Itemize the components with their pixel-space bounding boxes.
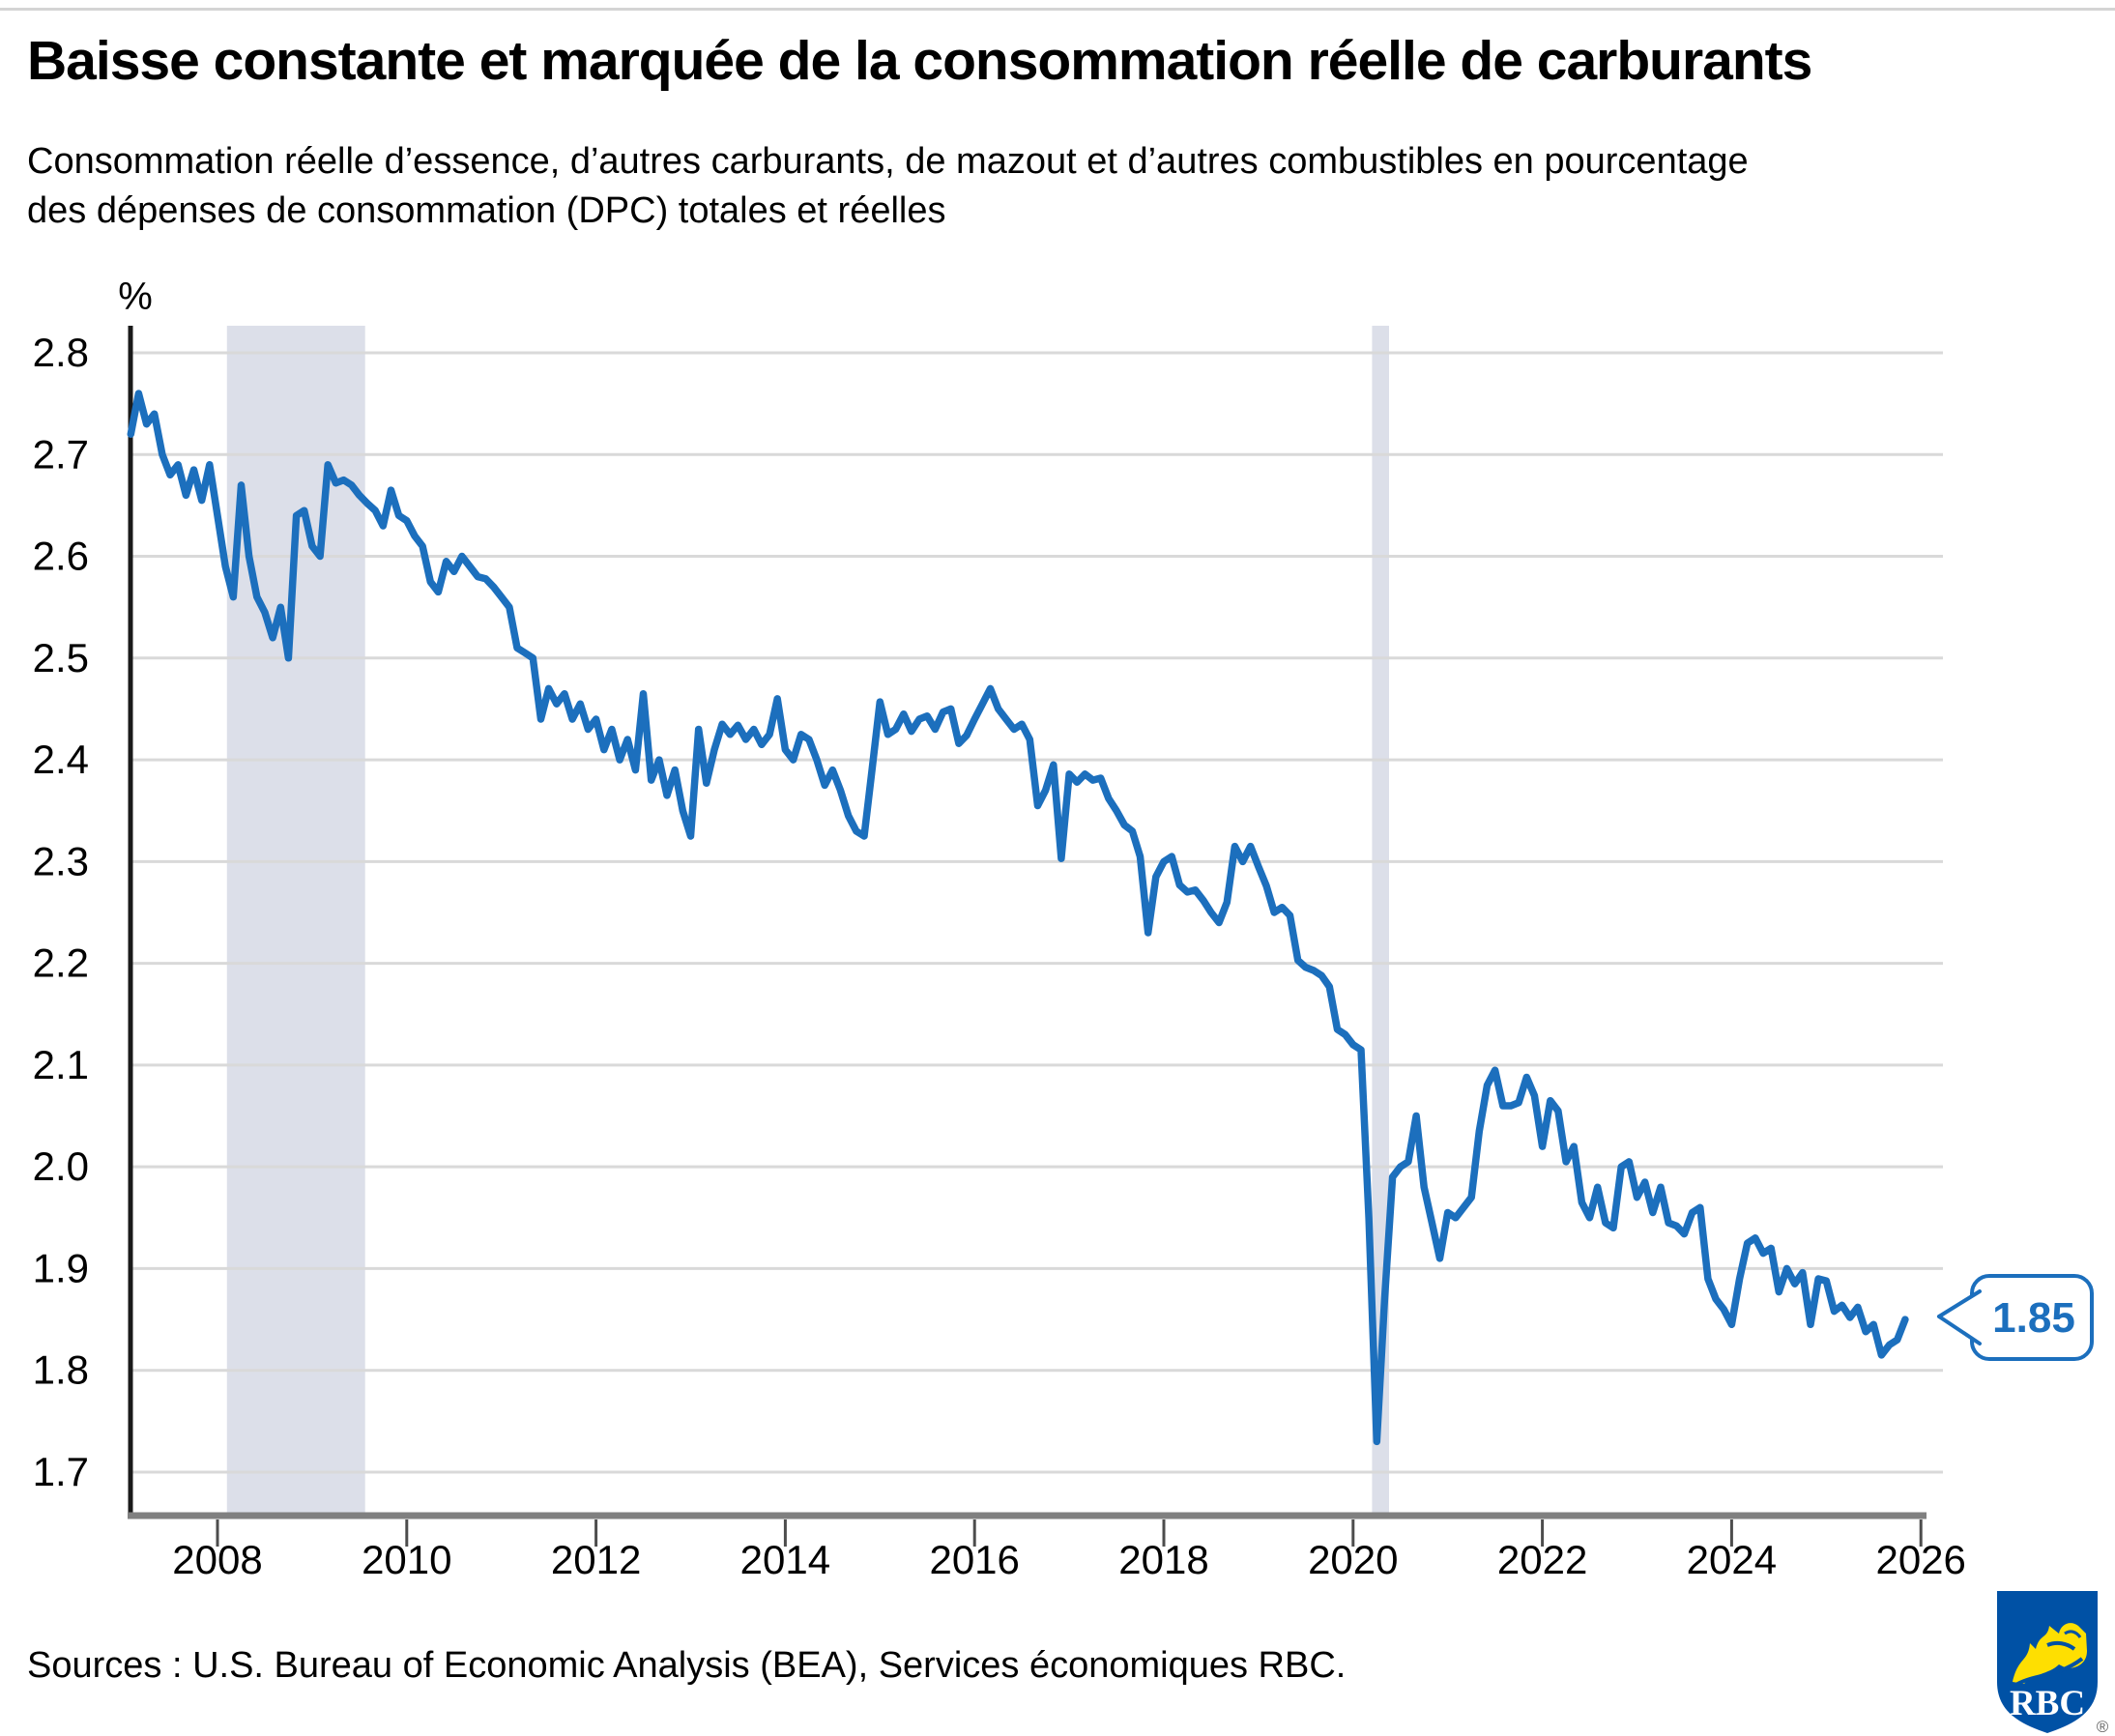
x-tick-label: 2016 xyxy=(929,1537,1019,1582)
y-tick-label: 1.8 xyxy=(33,1347,89,1393)
x-tick-label: 2024 xyxy=(1687,1537,1777,1582)
rbc-logo-text: RBC xyxy=(2010,1684,2085,1723)
top-divider xyxy=(0,8,2115,11)
x-tick-label: 2008 xyxy=(172,1537,262,1582)
x-tick-label: 2010 xyxy=(362,1537,451,1582)
chart-subtitle: Consommation réelle d’essence, d’autres … xyxy=(27,141,1749,232)
y-tick-label: 2.4 xyxy=(33,737,89,782)
page-title: Baisse constante et marquée de la consom… xyxy=(27,30,1812,92)
x-tick-label: 2026 xyxy=(1875,1537,1965,1582)
rbc-logo: RBC ® xyxy=(1997,1591,2109,1736)
registered-mark: ® xyxy=(2097,1718,2109,1736)
y-tick-label: 1.9 xyxy=(33,1245,89,1290)
x-tick-label: 2012 xyxy=(551,1537,641,1582)
callout-arrow-edge xyxy=(1937,1315,1982,1345)
axes xyxy=(128,326,1927,1547)
x-tick-label: 2022 xyxy=(1497,1537,1587,1582)
recession-band xyxy=(1372,326,1390,1516)
x-tick-label: 2014 xyxy=(740,1537,830,1582)
callout-arrow-edge xyxy=(1937,1289,1982,1318)
recession-band xyxy=(226,326,365,1516)
callout-value: 1.85 xyxy=(1992,1294,2075,1342)
y-tick-label: 2.7 xyxy=(33,431,89,477)
y-tick-label: 2.5 xyxy=(33,635,89,680)
value-callout: 1.85 xyxy=(1937,1274,2094,1361)
consumption-line xyxy=(127,390,1909,1446)
y-tick-label: 2.2 xyxy=(33,940,89,986)
y-tick-label: 2.3 xyxy=(33,838,89,883)
callout-arrow xyxy=(1939,1291,1980,1344)
axis-labels: 2.8 2.7 2.6 2.5 2.4 2.3 2.2 2.1 2.0 1.9 1.8 1.7 2008… xyxy=(33,330,1966,1582)
y-tick-label: 2.1 xyxy=(33,1042,89,1087)
consumption-series-path xyxy=(127,390,1909,1446)
gridlines xyxy=(130,351,1943,1474)
source-note: Sources : U.S. Bureau of Economic Analys… xyxy=(27,1645,1347,1686)
y-axis-unit-label: % xyxy=(118,275,153,318)
x-tick-label: 2020 xyxy=(1308,1537,1398,1582)
y-tick-label: 2.6 xyxy=(33,534,89,579)
y-tick-label: 2.8 xyxy=(33,330,89,375)
rbc-lion-icon xyxy=(2013,1623,2087,1688)
x-tick-label: 2018 xyxy=(1118,1537,1208,1582)
y-tick-label: 2.0 xyxy=(33,1143,89,1189)
y-tick-label: 1.7 xyxy=(33,1449,89,1494)
